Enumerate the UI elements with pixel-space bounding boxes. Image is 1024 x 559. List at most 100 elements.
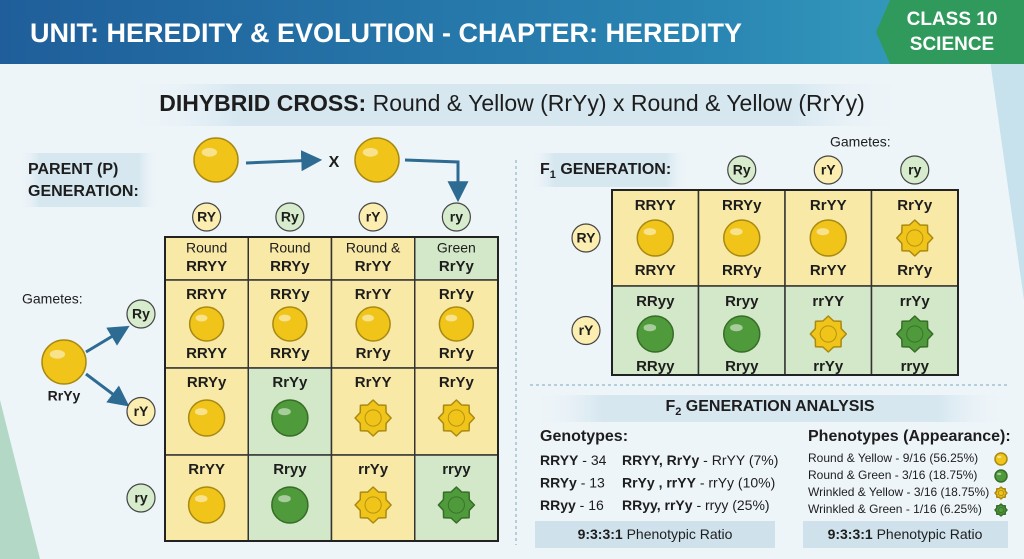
pea xyxy=(271,486,309,524)
cross-symbol: X xyxy=(329,154,340,171)
pea-texture xyxy=(819,325,837,343)
decor xyxy=(0,400,40,559)
parent-label: PARENT (P) xyxy=(28,161,118,178)
cross-title: DIHYBRID CROSS: Round & Yellow (RrYy) x … xyxy=(159,90,865,116)
gamete-label: Ry xyxy=(281,209,299,225)
badge-bg xyxy=(876,0,1024,64)
genotype-count: RRYY - 34 xyxy=(540,452,607,468)
header-banner xyxy=(0,0,1024,64)
pea xyxy=(271,399,309,437)
gamete-circle xyxy=(126,396,156,427)
gamete-label: ry xyxy=(134,490,147,506)
pea-texture xyxy=(906,325,924,343)
pea-shine xyxy=(997,472,1002,476)
ratio-rest: Phenotypic Ratio xyxy=(873,526,983,542)
cell-genotype: RrYy xyxy=(439,286,475,303)
pea-shine xyxy=(362,147,379,157)
pea-shine xyxy=(816,228,830,236)
cell-genotype: rrYy xyxy=(900,293,931,310)
analysis-title-prefix: F xyxy=(665,398,675,415)
cell-trait: Round & xyxy=(346,240,401,256)
ratio-bold: 9:3:3:1 xyxy=(578,526,623,542)
analysis-title-rest: GENERATION ANALYSIS xyxy=(681,398,875,415)
pea xyxy=(636,219,674,257)
cell-trait: Round xyxy=(269,240,310,256)
gamete-label: RY xyxy=(197,209,217,225)
cell-genotype: RRyy xyxy=(636,293,675,310)
cell-genotype: RRYY xyxy=(635,262,676,279)
gametes-label: Gametes: xyxy=(22,291,83,307)
cell-genotype: RrYy xyxy=(356,345,392,362)
pea xyxy=(188,306,225,342)
f1-label-rest: GENERATION: xyxy=(556,161,671,178)
cell-genotype: RrYy xyxy=(272,374,308,391)
cell-genotype: rryy xyxy=(442,461,471,478)
pea xyxy=(272,306,308,342)
gamete-circle xyxy=(126,483,156,513)
pea-shine xyxy=(278,408,291,416)
arrow xyxy=(245,150,323,172)
pea-wrinkled xyxy=(354,486,392,524)
cell-genotype: RRYy xyxy=(270,345,310,362)
cell-genotype: Rryy xyxy=(273,461,307,478)
genotypes-heading: Genotypes: xyxy=(540,428,628,445)
pea-shine xyxy=(201,147,218,157)
gamete-circle xyxy=(192,202,222,232)
ratio-bg xyxy=(535,521,775,548)
genotype-group: RRyy, rrYy - rryy (25%) xyxy=(622,497,770,513)
pea-shine xyxy=(445,314,458,322)
cell-genotype: rrYY xyxy=(812,293,844,310)
cell-trait: Green xyxy=(437,240,476,256)
pea-texture xyxy=(447,496,465,514)
pea-shine xyxy=(194,408,208,416)
pea-wrinkled xyxy=(994,486,1008,500)
genotype-count-rest: - 16 xyxy=(576,497,604,513)
pea-wrinkled xyxy=(437,486,476,524)
pea-wrinkled xyxy=(896,219,934,257)
pea-texture xyxy=(997,506,1005,514)
cell-genotype: Rryy xyxy=(725,358,759,375)
cell-genotype: RRyy xyxy=(636,358,675,375)
genotype-group-rest: - rryy (25%) xyxy=(693,497,770,513)
phenotypes-heading: Phenotypes (Appearance): xyxy=(808,428,1011,445)
gamete-label: rY xyxy=(366,209,381,225)
ratio: 9:3:3:1 Phenotypic Ratio xyxy=(828,526,983,542)
cell-genotype: RRYy xyxy=(187,374,227,391)
gametes-label: Gametes: xyxy=(830,134,891,150)
cell-trait: Round xyxy=(186,240,227,256)
gamete-circle xyxy=(571,315,601,346)
pea-wrinkled xyxy=(994,503,1008,517)
analysis-title-sub: 2 xyxy=(675,406,681,418)
cell-genotype: RRYy xyxy=(722,262,762,279)
parent-label-bg xyxy=(18,153,160,207)
arrow xyxy=(85,325,130,354)
genotype-group-rest: - rrYy (10%) xyxy=(696,474,775,490)
f1-label-sub: 1 xyxy=(550,169,556,181)
cell-genotype: rryy xyxy=(901,358,930,375)
pea xyxy=(438,306,475,342)
gamete-circle xyxy=(126,299,156,329)
cell-genotype: RRYY xyxy=(186,286,227,303)
analysis-title-bg xyxy=(530,395,1010,422)
phenotype-item: Round & Green - 3/16 (18.75%) xyxy=(808,468,977,482)
ratio-bg xyxy=(803,521,1008,548)
pea xyxy=(636,315,674,353)
header-title: UNIT: HEREDITY & EVOLUTION - CHAPTER: HE… xyxy=(30,18,742,48)
gamete-circle xyxy=(571,223,601,253)
pea-shine xyxy=(643,228,657,236)
badge-line: SCIENCE xyxy=(910,34,994,55)
gamete-circle xyxy=(727,155,757,185)
gamete-label: Ry xyxy=(733,162,751,178)
cell-genotype: RRYy xyxy=(270,258,310,275)
phenotype-item: Wrinkled & Green - 1/16 (6.25%) xyxy=(808,502,982,516)
parent-genotype: RrYy xyxy=(48,388,81,404)
pea-texture xyxy=(364,496,382,514)
gamete-circle xyxy=(358,202,388,232)
cell-genotype: RrYy xyxy=(439,345,475,362)
genotype-count-bold: RRyy xyxy=(540,497,576,513)
phenotype-item: Wrinkled & Yellow - 3/16 (18.75%) xyxy=(808,485,989,499)
pea-shine xyxy=(997,455,1002,459)
genotype-count: RRyy - 16 xyxy=(540,497,604,513)
